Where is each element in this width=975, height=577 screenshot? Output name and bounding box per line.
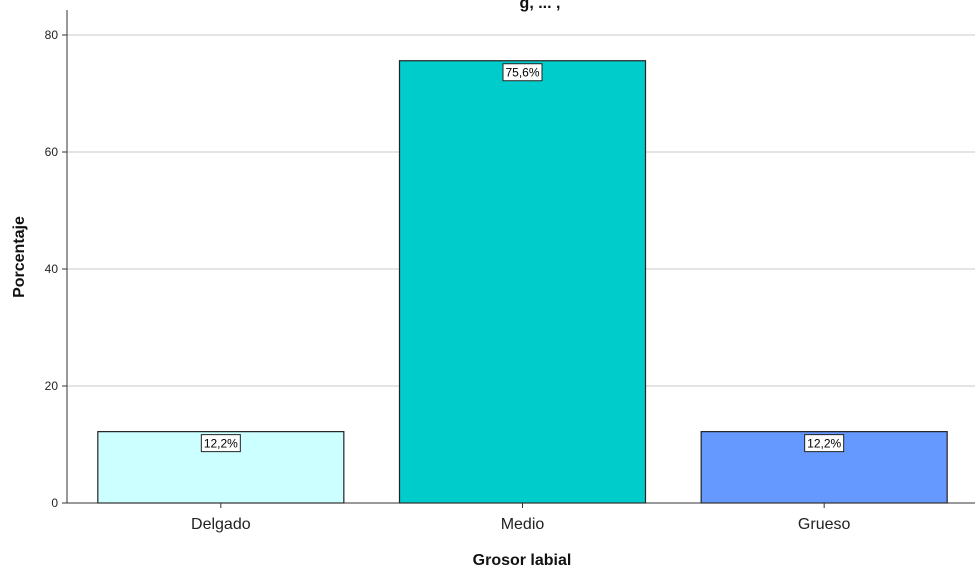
bar-medio (398, 60, 647, 504)
data-label: 12,2% (204, 437, 238, 451)
bars: 12,2% 75,6% 12,2% (97, 60, 948, 504)
y-tick-label: 60 (45, 145, 59, 159)
y-tick-label: 80 (45, 28, 59, 42)
x-tick-label: Delgado (191, 516, 251, 533)
x-axis: Delgado Medio Grueso (67, 502, 975, 533)
y-axis-title: Porcentaje (11, 216, 28, 298)
x-axis-title: Grosor labial (473, 552, 572, 569)
x-tick-label: Grueso (798, 516, 851, 533)
data-label: 75,6% (505, 66, 539, 80)
y-tick-label: 20 (45, 379, 59, 393)
data-label-box (200, 434, 241, 453)
data-label-box (502, 63, 543, 82)
data-label-box (804, 434, 845, 453)
chart-title-fragment: g, ... , (520, 0, 561, 12)
y-tick-label: 40 (45, 262, 59, 276)
data-label: 12,2% (807, 437, 841, 451)
x-tick-label: Medio (501, 516, 545, 533)
y-axis: 0 20 40 60 80 (45, 10, 68, 510)
y-tick-label: 0 (51, 496, 58, 510)
